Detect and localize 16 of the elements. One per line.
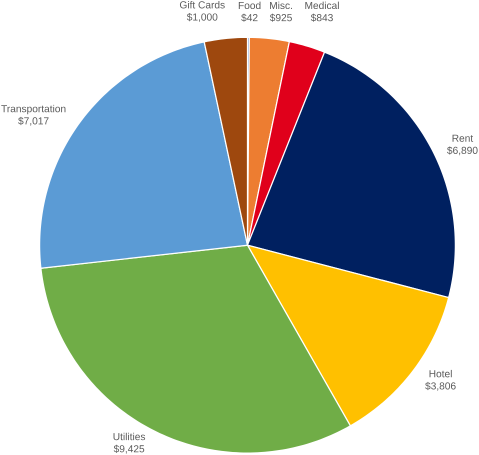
- slice-label: Medical: [305, 2, 339, 10]
- slice-label: Utilities: [114, 432, 146, 440]
- data-label: $3,806: [425, 382, 456, 391]
- slice-label: Transportation: [1, 105, 66, 114]
- data-label: $1,000: [186, 13, 218, 22]
- data-label: $7,017: [18, 117, 49, 126]
- data-label: $9,425: [114, 444, 144, 454]
- data-label: $925: [270, 14, 292, 22]
- slice-label: Hotel: [430, 370, 452, 378]
- data-label: $42: [241, 14, 258, 22]
- slice-label: Food: [238, 2, 260, 10]
- data-label: $843: [310, 14, 333, 22]
- slice-label: Gift Cards: [180, 1, 225, 9]
- data-label: $6,890: [447, 146, 478, 156]
- slice-label: Rent: [452, 134, 474, 142]
- slice-label: Misc.: [270, 2, 292, 10]
